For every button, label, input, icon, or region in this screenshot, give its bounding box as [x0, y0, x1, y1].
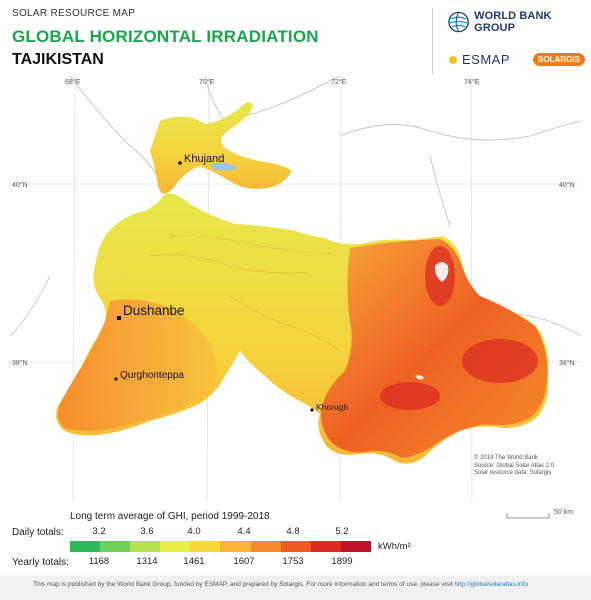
city-qurghonteppa: Qurghonteppa	[120, 370, 184, 381]
color-swatch-3	[130, 541, 161, 552]
daily-tick-2: 3.6	[140, 526, 154, 537]
country-name: TAJIKISTAN	[12, 51, 104, 68]
footer-text: This map is published by the World Bank …	[33, 581, 528, 588]
color-swatch-9	[310, 541, 341, 552]
color-swatch-7	[250, 541, 281, 552]
high-peak-zones	[380, 246, 538, 410]
yearly-totals-label: Yearly totals:	[12, 557, 69, 568]
yearly-tick-4: 1607	[233, 556, 255, 567]
worldbank-logo-text: WORLD BANK GROUP	[474, 10, 552, 34]
map-credits: © 2019 The World Bank Source: Global Sol…	[474, 455, 554, 478]
pamir-region	[320, 239, 548, 458]
country-region-north	[150, 102, 292, 194]
sw-lowland-region	[57, 299, 217, 431]
yearly-tick-1: 1168	[88, 556, 110, 567]
daily-tick-3: 4.0	[187, 526, 201, 537]
city-khujand: Khujand	[184, 153, 224, 165]
daily-tick-5: 4.8	[286, 526, 300, 537]
footer-notice: This map is published by the World Bank …	[33, 581, 455, 588]
credit-line-1: © 2019 The World Bank	[474, 455, 538, 461]
credit-line-2: Source: Global Solar Atlas 2.0	[474, 462, 555, 469]
color-scale-bar	[70, 541, 371, 552]
color-swatch-5	[190, 541, 221, 552]
legend-unit: kWh/m²	[378, 541, 411, 552]
header-divider	[432, 8, 433, 74]
color-swatch-10	[340, 541, 371, 552]
esmap-sun-icon	[449, 55, 457, 64]
lon-label-74: 74°E	[464, 78, 480, 86]
dushanbe-marker	[117, 316, 121, 320]
map-supertitle: SOLAR RESOURCE MAP	[12, 8, 136, 19]
esmap-logo-text: ESMAP	[462, 52, 511, 67]
city-dushanbe: Dushanbe	[123, 303, 185, 318]
daily-tick-6: 5.2	[335, 526, 349, 537]
credit-line-3: Solar resource data: Solargis	[474, 470, 552, 476]
reservoir	[210, 162, 238, 171]
solargis-logo: SOLARGIS	[533, 53, 585, 66]
daily-tick-4: 4.4	[237, 526, 251, 537]
yearly-tick-2: 1314	[136, 556, 158, 567]
esmap-logo: ESMAP	[447, 52, 510, 67]
lon-label-68: 68°E	[65, 78, 81, 86]
footer-bar	[0, 575, 591, 600]
scale-bar	[506, 513, 550, 519]
map-canvas: 68°E 70°E 72°E 74°E 40°N 40°N 38°N 38°N …	[10, 76, 581, 500]
legend-title: Long term average of GHI, period 1999-20…	[70, 511, 270, 522]
yearly-tick-5: 1753	[282, 556, 304, 567]
terrain-lines	[149, 235, 451, 383]
color-swatch-6	[220, 541, 251, 552]
qurghonteppa-marker	[114, 377, 118, 381]
glacier-zones	[415, 262, 449, 380]
city-khorugh: Khorugh	[316, 402, 348, 412]
globe-icon	[448, 11, 469, 33]
worldbank-logo: WORLD BANK GROUP	[448, 10, 591, 34]
color-swatch-1	[70, 541, 101, 552]
color-swatch-8	[280, 541, 311, 552]
color-swatch-2	[100, 541, 131, 552]
scale-label: 50 km	[554, 509, 574, 516]
lat-label-38-right: 38°N	[559, 359, 575, 367]
yearly-tick-3: 1461	[183, 556, 205, 567]
map-title: GLOBAL HORIZONTAL IRRADIATION	[12, 27, 319, 46]
khujand-marker	[178, 161, 182, 165]
lat-label-40-left: 40°N	[12, 181, 28, 189]
atlas-link[interactable]: http://globalsolaratlas.info	[454, 581, 529, 588]
lon-label-70: 70°E	[199, 78, 215, 86]
daily-totals-label: Daily totals:	[12, 527, 64, 538]
khorugh-marker	[310, 408, 314, 412]
irradiation-map: 68°E 70°E 72°E 74°E 40°N 40°N 38°N 38°N …	[10, 76, 581, 500]
lon-label-72: 72°E	[331, 78, 347, 86]
daily-tick-1: 3.2	[92, 526, 106, 537]
lat-label-40-right: 40°N	[559, 181, 575, 189]
yearly-tick-6: 1899	[331, 556, 353, 567]
color-swatch-4	[160, 541, 191, 552]
lat-label-38-left: 38°N	[12, 359, 28, 367]
